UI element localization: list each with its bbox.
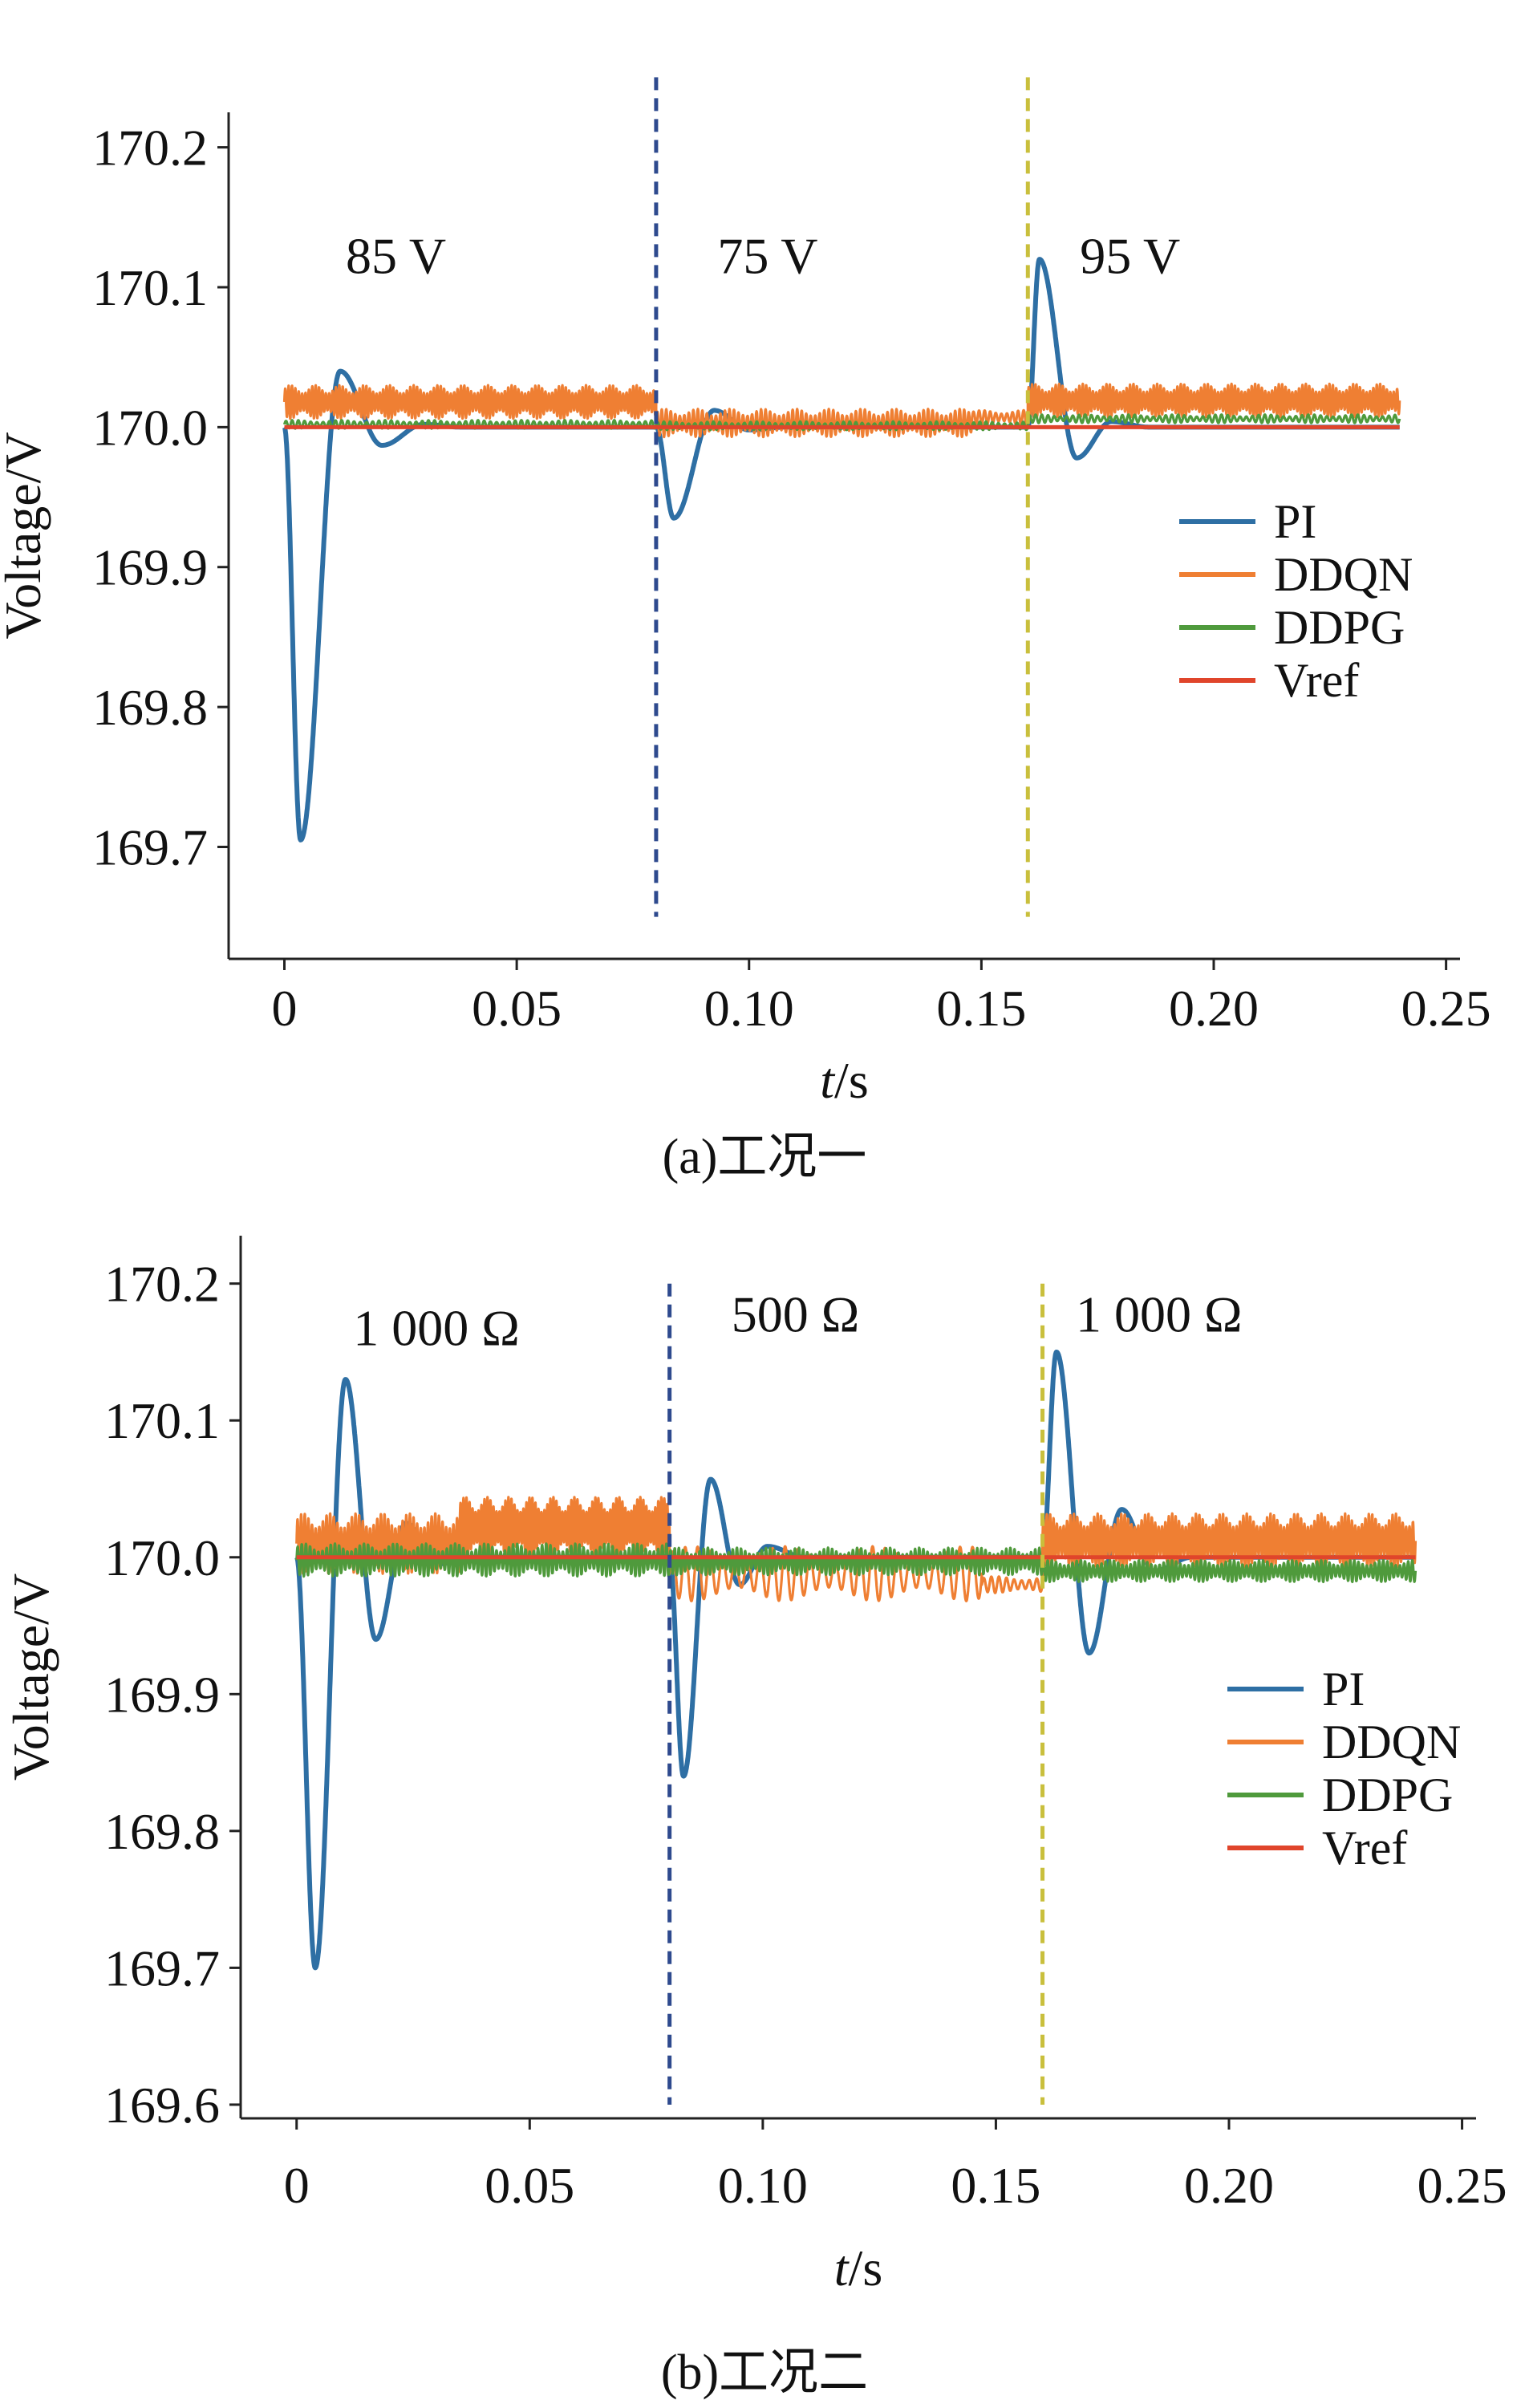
legend-label-vref: Vref [1322,1821,1407,1874]
x-tick-label: 0.25 [1401,980,1491,1037]
legend-label-ddqn: DDQN [1274,548,1413,601]
y-tick-label: 169.9 [104,1666,220,1723]
y-tick-label: 170.2 [92,120,208,177]
y-axis-title: Voltage/V [2,1574,59,1781]
x-tick-label: 0 [284,2157,310,2214]
series-line-pi [294,1350,1418,1971]
chart-a: 0 0.05 0.10 0.15 0.20 0.25 169.7 169.8 169.9 170.… [0,77,1491,1109]
legend-label-ddpg: DDPG [1274,601,1405,654]
y-tick-label: 169.8 [104,1803,220,1860]
annotation-3: 95 V [1080,228,1180,285]
x-tick-label: 0.25 [1417,2157,1507,2214]
x-axis-title: t/s [834,2239,882,2296]
legend-label-pi: PI [1274,495,1316,548]
y-tick-label: 169.9 [92,539,208,596]
series-line-ddqn [282,382,1401,439]
x-tick-label: 0.10 [704,980,794,1037]
annotation-1: 1 000 Ω [353,1299,520,1356]
x-tick-label: 0.05 [485,2157,574,2214]
x-tick-label: 0.20 [1184,2157,1274,2214]
x-tick-label: 0.10 [718,2157,808,2214]
legend-label-ddpg: DDPG [1322,1768,1453,1821]
x-tick-label: 0.15 [936,980,1026,1037]
x-tick-label: 0.15 [951,2157,1040,2214]
y-tick-label: 169.7 [104,1939,220,1996]
legend-label-pi: PI [1322,1663,1365,1716]
annotation-2: 75 V [717,228,817,285]
x-tick-label: 0.05 [472,980,562,1037]
annotation-2: 500 Ω [732,1285,860,1342]
y-axis-title: Voltage/V [0,432,51,639]
caption-b: (b)工况二 [660,2345,869,2400]
series-group [282,257,1402,843]
annotation-1: 85 V [346,228,446,285]
x-axis-title: t/s [820,1052,868,1109]
legend-label-ddqn: DDQN [1322,1716,1461,1768]
y-tick-label: 170.1 [92,259,208,316]
chart-b: 0 0.05 0.10 0.15 0.20 0.25 169.6 169.7 169.8 169.… [2,1236,1507,2296]
y-tick-label: 170.0 [104,1529,220,1586]
y-tick-label: 169.8 [92,679,208,736]
x-tick-label: 0 [272,980,298,1037]
series-line-pi [282,257,1402,843]
legend-label-vref: Vref [1274,654,1359,707]
y-tick-label: 169.7 [92,818,208,875]
series-group [294,1350,1418,1971]
annotation-3: 1 000 Ω [1076,1285,1243,1342]
y-tick-label: 170.0 [92,399,208,456]
series-line-ddqn [295,1496,1417,1602]
y-tick-label: 170.1 [104,1392,220,1449]
caption-a: (a)工况一 [662,1130,867,1184]
y-tick-label: 170.2 [104,1256,220,1313]
x-tick-label: 0.20 [1169,980,1259,1037]
y-tick-label: 169.6 [104,2077,220,2134]
